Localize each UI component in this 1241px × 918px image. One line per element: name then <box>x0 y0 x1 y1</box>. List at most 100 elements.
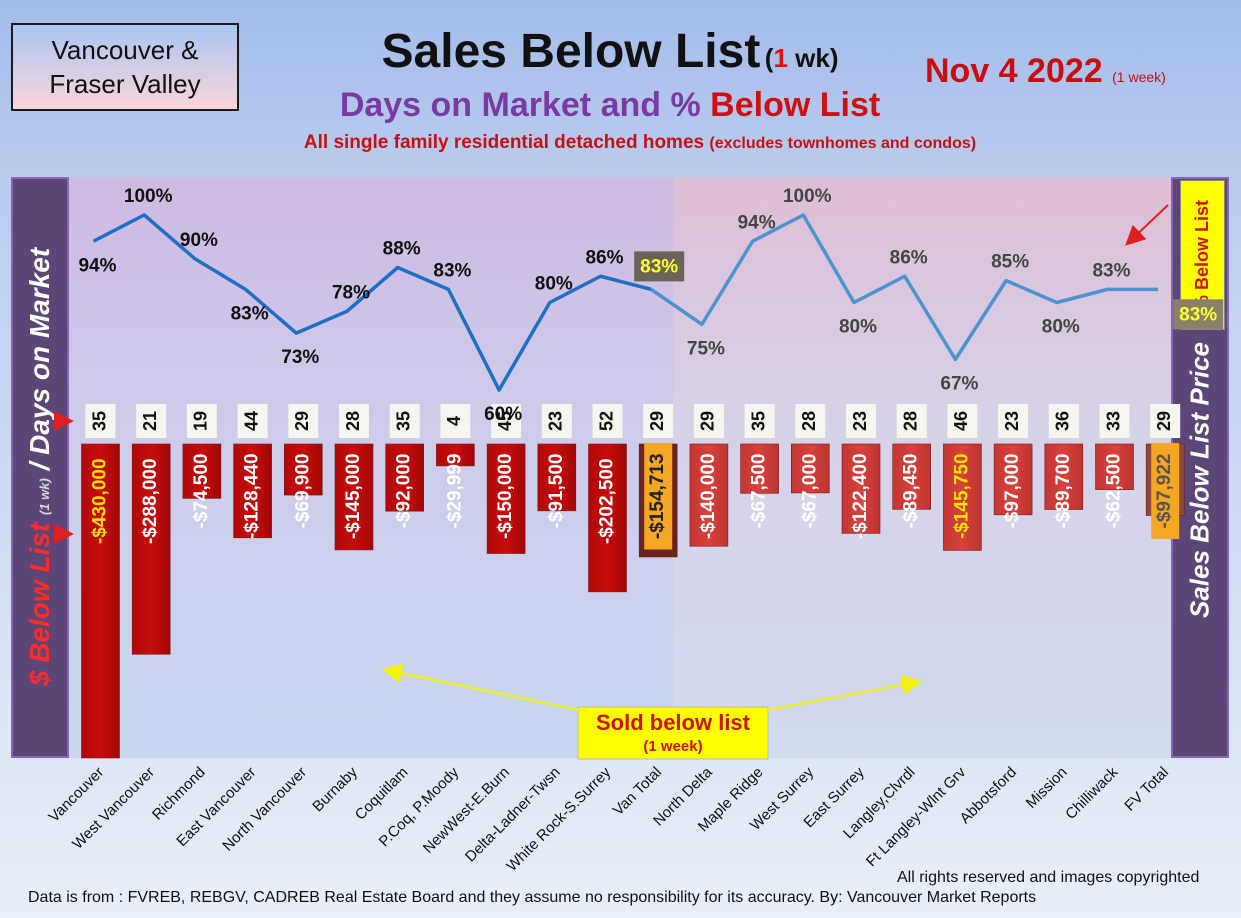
days-on-market-maple-ridge: 35 <box>748 411 768 431</box>
days-on-market-langley-clvrdl: 28 <box>900 411 920 431</box>
days-on-market-east-surrey: 23 <box>850 411 870 431</box>
dom-box-burnaby <box>339 404 369 438</box>
below-list-label-maple-ridge: -$67,500 <box>749 453 770 528</box>
days-on-market-chilliwack: 33 <box>1103 411 1123 431</box>
below-list-label-fv-total: -$97,922 <box>1154 453 1175 528</box>
arrow-right <box>767 675 922 711</box>
days-on-market-north-vancouver: 29 <box>292 411 312 431</box>
below-list-label-north-vancouver: -$69,900 <box>292 453 313 528</box>
region-box: Vancouver & Fraser Valley <box>11 23 239 111</box>
subtitle-a: Days on Market and % <box>339 86 711 124</box>
dom-box-east-surrey <box>846 404 876 438</box>
pct-label-newwest-e-burn: 60% <box>484 404 522 425</box>
pct-label-bg-fv-total <box>1173 299 1224 330</box>
below-list-label-coquitlam: -$92,000 <box>394 453 415 528</box>
pct-label-fv-total: 83% <box>1179 304 1217 325</box>
bar-vancouver <box>81 443 120 759</box>
bar-maple-ridge <box>740 443 779 494</box>
category-label-chilliwack: Chilliwack <box>1062 763 1122 823</box>
region-line-1: Vancouver & <box>51 35 199 65</box>
pct-label-p-coq-p-moody: 83% <box>433 260 471 281</box>
below-list-label-east-surrey: -$122,400 <box>850 453 871 539</box>
dom-box-north-delta <box>693 404 724 438</box>
below-list-label-ft-langley-wlnt-grv: -$145,750 <box>951 453 972 539</box>
days-on-market-vancouver: 35 <box>89 411 109 431</box>
bar-mission <box>1044 443 1084 510</box>
title-open: ( <box>764 43 774 73</box>
category-label-fv-total: FV Total <box>1121 764 1172 815</box>
dom-box-vancouver <box>85 404 116 438</box>
sold-below-list-box <box>577 706 769 760</box>
days-on-market-abbotsford: 23 <box>1002 411 1022 431</box>
below-list-label-mission: -$89,700 <box>1053 453 1074 528</box>
days-on-market-east-vancouver: 44 <box>241 411 261 431</box>
pct-label-langley-clvrdl: 86% <box>890 247 928 268</box>
title-suffix: (1 wk) <box>765 43 839 73</box>
category-label-mission: Mission <box>1023 764 1071 812</box>
bar-white-rock-s-surrey <box>588 443 627 593</box>
days-on-market-west-vancouver: 21 <box>140 411 160 431</box>
pct-label-delta-ladner-twsn: 80% <box>535 274 573 295</box>
days-on-market-coquitlam: 35 <box>393 411 413 431</box>
report-date: Nov 4 2022 (1 week) <box>925 52 1166 91</box>
bar-north-delta <box>689 443 729 547</box>
subtitle-b: Below List <box>710 86 881 124</box>
pct-label-coquitlam: 88% <box>383 239 421 260</box>
bar-ft-langley-wlnt-grv <box>943 443 982 551</box>
dom-box-west-vancouver <box>136 404 167 438</box>
chart-subtitle-2: All single family residential detached h… <box>170 132 1110 154</box>
pct-label-richmond: 90% <box>180 230 218 251</box>
arrow-pct <box>1125 204 1169 246</box>
below-list-label-abbotsford: -$97,000 <box>1002 453 1023 528</box>
pct-label-van-total: 83% <box>640 256 678 277</box>
pct-label-abbotsford: 85% <box>991 252 1029 273</box>
pct-label-ft-langley-wlnt-grv: 67% <box>940 373 978 394</box>
below-list-label-white-rock-s-surrey: -$202,500 <box>597 458 618 544</box>
bar-coquitlam <box>385 443 425 512</box>
pct-label-north-delta: 75% <box>687 338 725 359</box>
below-list-label-delta-ladner-twsn: -$91,500 <box>546 453 567 528</box>
pct-label-north-vancouver: 73% <box>281 347 319 368</box>
pct-line-fraser-valley <box>650 213 1159 362</box>
date-text: Nov 4 2022 <box>925 52 1113 90</box>
date-note: (1 week) <box>1112 69 1166 85</box>
pct-label-white-rock-s-surrey: 86% <box>585 247 623 268</box>
below-list-label-chilliwack: -$62,500 <box>1104 453 1125 528</box>
bar-west-surrey <box>790 443 830 494</box>
bar-burnaby <box>334 443 374 551</box>
bar-north-vancouver <box>283 443 323 496</box>
dom-box-north-vancouver <box>288 404 319 438</box>
pct-line-vancouver <box>92 213 652 392</box>
sold-below-list-text: Sold below list <box>596 710 751 735</box>
dom-box-p-coq-p-moody <box>440 404 471 438</box>
subtitle2-b: (excludes townhomes and condos) <box>709 135 977 152</box>
category-label-burnaby: Burnaby <box>309 763 361 815</box>
below-list-label-west-vancouver: -$288,000 <box>140 458 161 544</box>
below-list-label-van-total: -$154,713 <box>647 453 668 539</box>
bar-richmond <box>182 443 222 499</box>
dom-box-langley-clvrdl <box>896 404 927 438</box>
below-list-label-east-vancouver: -$128,440 <box>242 453 263 539</box>
days-on-market-newwest-e-burn: 45 <box>495 411 515 431</box>
days-on-market-mission: 36 <box>1053 411 1073 431</box>
dom-box-fv-total <box>1150 404 1181 438</box>
region-line-2: Fraser Valley <box>49 69 201 99</box>
pct-label-east-surrey: 80% <box>839 317 877 338</box>
pct-label-mission: 80% <box>1042 317 1080 338</box>
below-list-label-newwest-e-burn: -$150,000 <box>495 453 516 539</box>
data-source-note: Data is from : FVREB, REBGV, CADREB Real… <box>28 889 1037 906</box>
pct-label-chilliwack: 83% <box>1092 260 1130 281</box>
subtitle2-a: All single family residential detached h… <box>303 132 710 153</box>
bar-p-coq-p-moody <box>436 443 475 467</box>
bar-west-vancouver <box>131 443 171 655</box>
dom-box-chilliwack <box>1099 404 1130 438</box>
category-label-delta-ladner-twsn: Delta-Ladner-Twsn <box>462 764 564 866</box>
dom-box-east-vancouver <box>237 404 268 438</box>
below-list-label-north-delta: -$140,000 <box>698 453 719 539</box>
below-list-label-burnaby: -$145,000 <box>343 453 364 539</box>
below-list-label-p-coq-p-moody: -$29,999 <box>444 453 465 528</box>
pct-label-maple-ridge: 94% <box>738 212 776 233</box>
pct-label-west-vancouver: 100% <box>124 186 173 207</box>
arrow-left <box>382 663 589 713</box>
title-unit: wk) <box>787 43 839 73</box>
